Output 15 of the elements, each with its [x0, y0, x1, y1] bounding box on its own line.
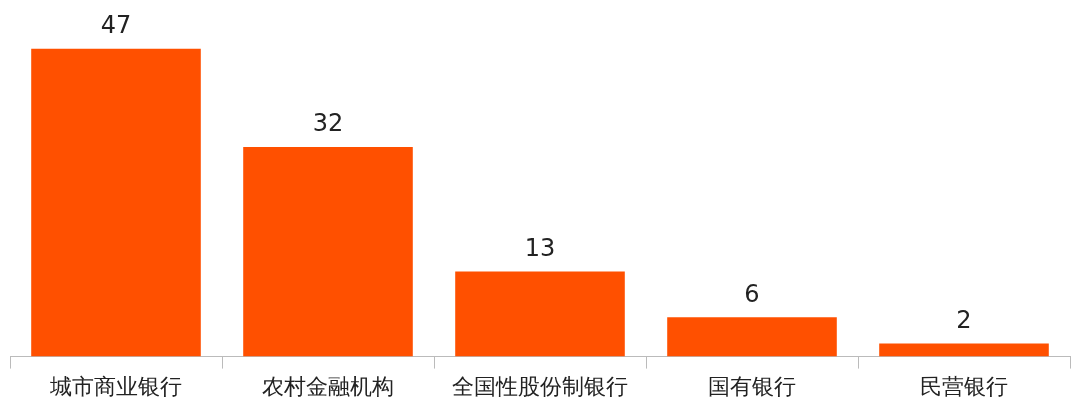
bar: [31, 48, 201, 357]
bar: [455, 271, 625, 357]
data-label: 32: [312, 109, 344, 138]
data-label: 47: [100, 11, 132, 40]
x-tick-label: 国有银行: [708, 373, 796, 399]
bar: [667, 317, 837, 357]
data-label: 2: [956, 305, 972, 334]
bar: [243, 147, 413, 357]
data-label: 6: [744, 279, 760, 308]
data-label: 13: [524, 233, 556, 262]
x-tick-label: 农村金融机构: [262, 373, 394, 399]
x-tick-label: 全国性股份制银行: [452, 373, 628, 399]
x-tick-label: 城市商业银行: [49, 373, 182, 399]
x-tick-label: 民营银行: [920, 373, 1008, 399]
bar: [879, 343, 1049, 357]
